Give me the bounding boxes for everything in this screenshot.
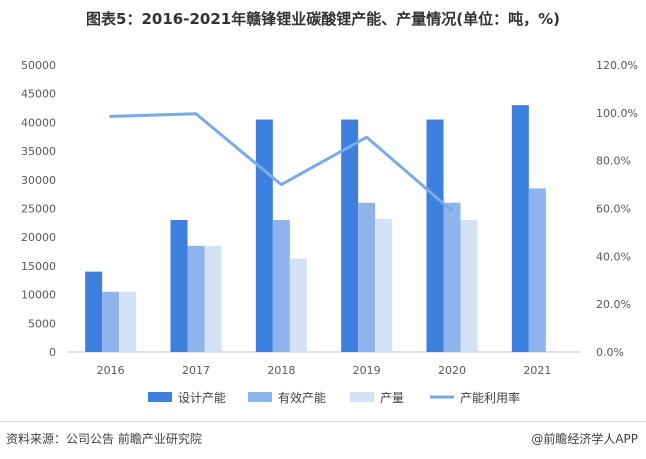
y-left-tick-label: 15000 — [21, 260, 56, 273]
y-right-tick-label: 100.0% — [596, 107, 638, 120]
y-left-tick-label: 45000 — [21, 88, 56, 101]
bar-0-2019 — [341, 119, 359, 352]
legend: 设计产能 有效产能 产量 产能利用率 — [148, 390, 520, 405]
y-right-axis: 0.0% 20.0% 40.0% 60.0% 80.0% 100.0% 120.0% — [596, 59, 638, 359]
bar-0-2021 — [511, 105, 529, 353]
bar-1-2019 — [358, 202, 376, 352]
y-left-tick-label: 5000 — [28, 317, 56, 330]
bar-2-2020 — [460, 219, 478, 352]
bar-1-2017 — [187, 245, 205, 352]
y-right-tick-label: 120.0% — [596, 59, 638, 72]
line-series-group — [109, 112, 454, 213]
y-left-axis: 0 5000 10000 15000 20000 25000 30000 35000 40000… — [21, 59, 56, 359]
bar-2-2017 — [204, 245, 222, 352]
bar-0-2017 — [170, 219, 188, 352]
legend-label: 产量 — [380, 391, 404, 405]
footer-brand: @前瞻经济学人APP — [531, 432, 638, 446]
x-tick-label: 2017 — [182, 364, 210, 377]
x-tick-label: 2018 — [267, 364, 295, 377]
y-left-tick-label: 0 — [49, 346, 56, 359]
x-tick-label: 2016 — [97, 364, 125, 377]
y-right-tick-label: 20.0% — [596, 298, 631, 311]
x-tick-label: 2021 — [523, 364, 551, 377]
x-axis: 2016 2017 2018 2019 2020 2021 — [97, 364, 552, 377]
legend-label: 有效产能 — [278, 390, 326, 405]
x-tick-label: 2019 — [353, 364, 381, 377]
footer-source: 资料来源：公司公告 前瞻产业研究院 — [6, 432, 202, 446]
y-right-tick-label: 40.0% — [596, 250, 631, 263]
y-left-tick-label: 30000 — [21, 174, 56, 187]
bar-1-2016 — [102, 291, 120, 352]
bar-2-2019 — [375, 218, 393, 352]
bars-group — [85, 105, 546, 353]
chart-title: 图表5：2016-2021年赣锋锂业碳酸锂产能、产量情况(单位：吨，%) — [86, 10, 560, 28]
y-left-tick-label: 35000 — [21, 145, 56, 158]
footer-divider — [0, 421, 646, 422]
bar-0-2018 — [255, 119, 273, 352]
legend-label: 设计产能 — [178, 391, 226, 405]
bar-2-2018 — [289, 258, 307, 352]
bar-1-2018 — [272, 219, 290, 352]
legend-swatch — [248, 392, 272, 402]
legend-swatch — [350, 392, 374, 402]
bar-1-2020 — [443, 202, 461, 352]
bar-1-2021 — [528, 188, 546, 352]
legend-swatch — [148, 392, 172, 402]
bar-0-2016 — [85, 271, 103, 352]
legend-label: 产能利用率 — [460, 390, 520, 405]
y-left-tick-label: 40000 — [21, 116, 56, 129]
y-left-tick-label: 50000 — [21, 59, 56, 72]
y-left-tick-label: 25000 — [21, 203, 56, 216]
x-tick-label: 2020 — [438, 364, 466, 377]
y-right-tick-label: 0.0% — [596, 346, 624, 359]
y-right-tick-label: 60.0% — [596, 203, 631, 216]
y-right-tick-label: 80.0% — [596, 155, 631, 168]
line-series-0 — [109, 112, 454, 213]
bar-0-2020 — [426, 119, 444, 352]
bar-2-2016 — [119, 291, 137, 352]
y-left-tick-label: 20000 — [21, 231, 56, 244]
chart-svg: 0 5000 10000 15000 20000 25000 30000 35000 40000… — [21, 59, 638, 405]
y-left-tick-label: 10000 — [21, 289, 56, 302]
